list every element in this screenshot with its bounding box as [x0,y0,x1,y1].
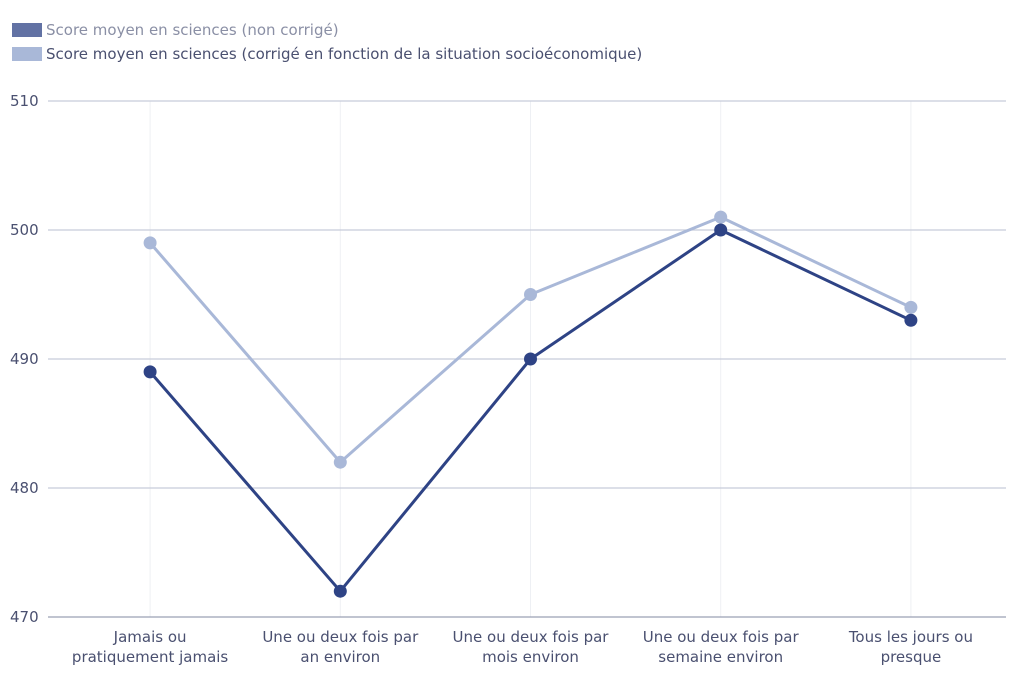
point [333,584,347,598]
point [333,455,347,469]
point [904,300,918,314]
y-tick-label: 480 [10,479,39,497]
legend-swatch [12,47,42,61]
x-tick-label: Une ou deux fois par [643,628,800,646]
y-tick-label: 470 [10,608,39,626]
point [143,365,157,379]
point [524,288,537,301]
x-tick-label: an environ [300,648,380,666]
x-tick-label: pratiquement jamais [72,648,229,666]
x-tick-label: Jamais ou [113,628,187,646]
legend-swatch [12,23,42,37]
legend-label: Score moyen en sciences (corrigé en fonc… [46,45,642,63]
y-tick-label: 510 [10,92,39,110]
x-tick-label: semaine environ [658,648,783,666]
point [714,210,728,224]
point [714,223,728,237]
x-tick-label: Tous les jours ou [848,628,973,646]
point [904,313,918,327]
y-tick-label: 490 [10,350,39,368]
x-tick-label: presque [881,648,942,666]
x-tick-label: Une ou deux fois par [262,628,419,646]
point [524,352,537,366]
x-tick-label: mois environ [482,648,579,666]
point [143,236,157,250]
legend-label: Score moyen en sciences (non corrigé) [46,21,339,39]
y-tick-label: 500 [10,221,39,239]
x-tick-label: Une ou deux fois par [453,628,610,646]
